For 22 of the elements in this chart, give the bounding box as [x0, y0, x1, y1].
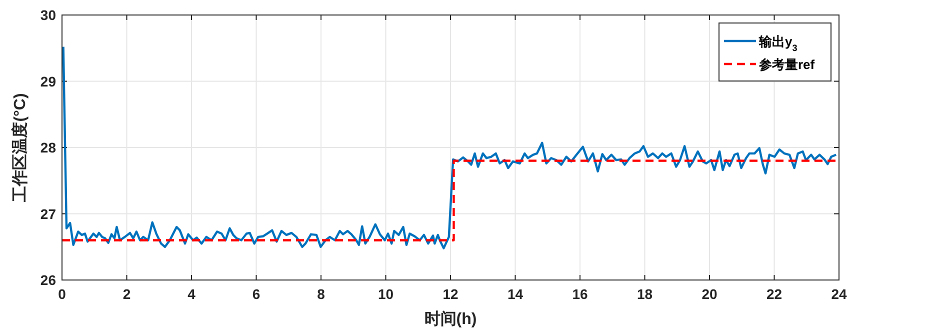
x-tick-label: 16: [572, 286, 588, 302]
x-axis-title: 时间(h): [424, 310, 477, 328]
x-tick-label: 20: [702, 286, 718, 302]
x-tick-label: 6: [252, 286, 260, 302]
x-tick-label: 0: [58, 286, 66, 302]
y-tick-label: 26: [40, 272, 56, 288]
x-tick-label: 18: [636, 286, 653, 302]
y-axis-title: 工作区温度(°C): [10, 93, 29, 203]
legend-label: 参考量ref: [758, 57, 816, 72]
x-tick-label: 4: [188, 286, 196, 302]
x-tick-label: 12: [442, 286, 458, 302]
x-tick-label: 8: [317, 286, 326, 302]
y-tick-label: 28: [40, 140, 56, 156]
x-tick-label: 2: [122, 286, 131, 302]
y-tick-label: 30: [40, 7, 56, 23]
y-tick-label: 27: [40, 206, 56, 222]
x-tick-label: 22: [766, 286, 782, 302]
y-tick-label: 29: [40, 73, 56, 90]
legend-label: 输出y$_{3}$: [758, 34, 798, 53]
x-tick-label: 24: [831, 286, 847, 302]
x-tick-label: 14: [507, 286, 524, 302]
x-tick-label: 10: [378, 286, 394, 302]
